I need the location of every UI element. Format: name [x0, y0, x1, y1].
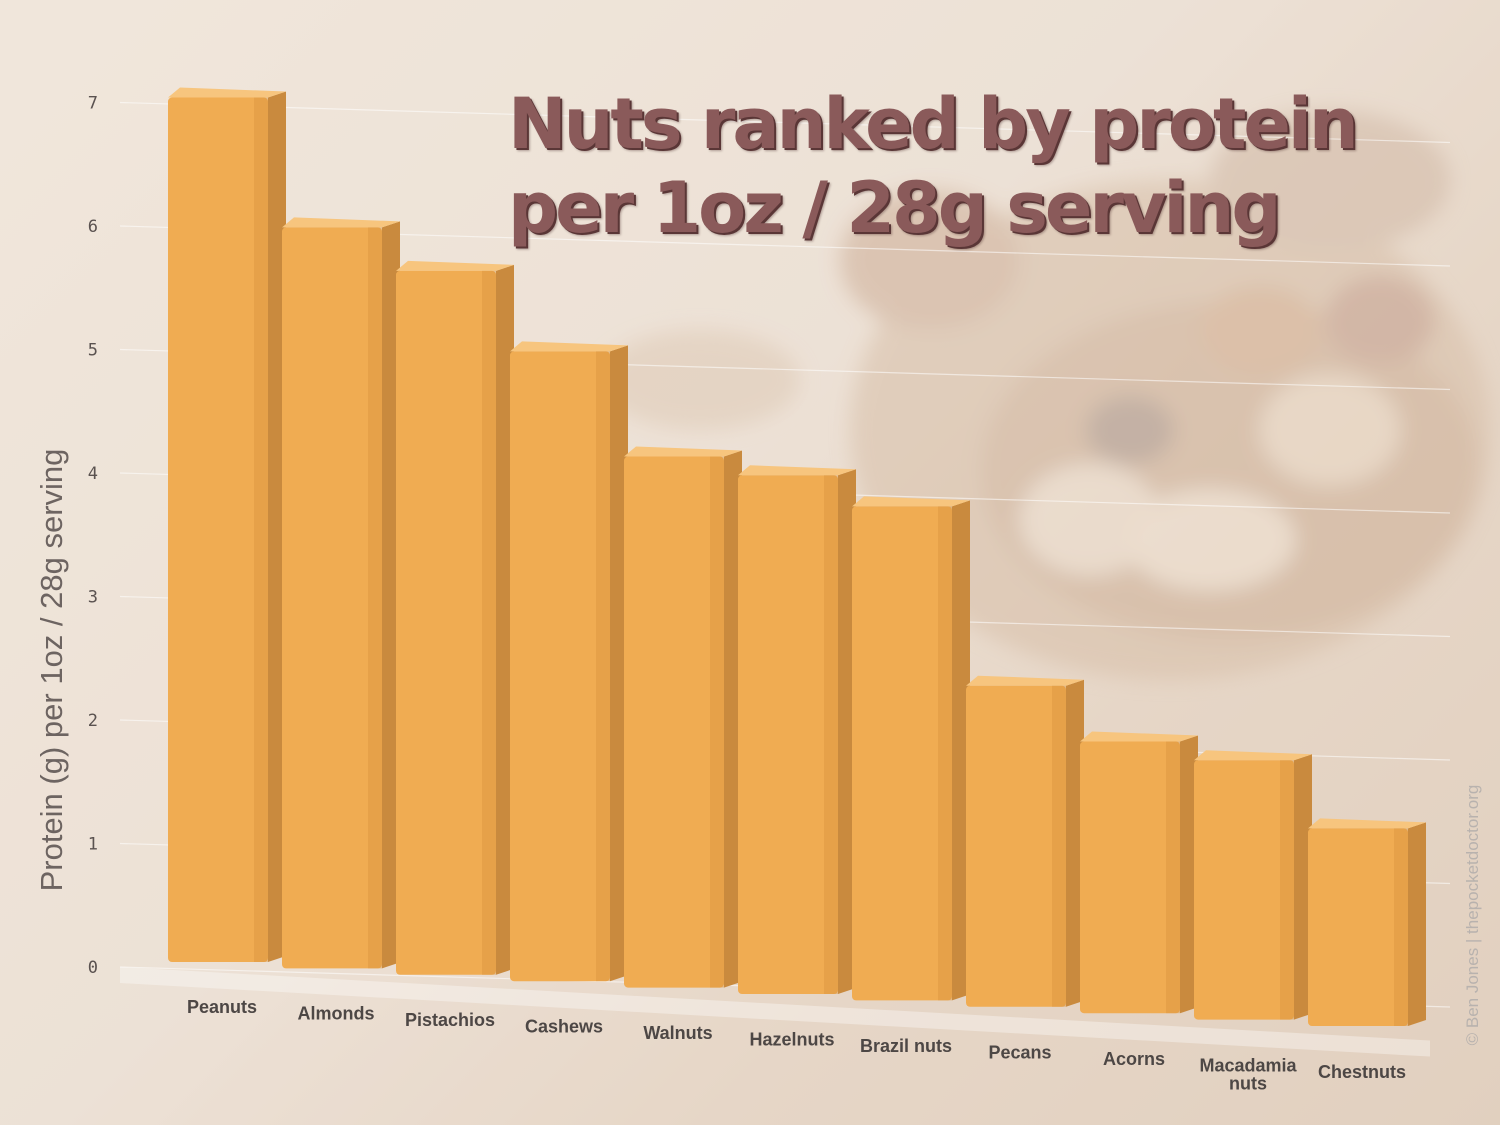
- category-label: Acorns: [1103, 1049, 1165, 1069]
- y-tick-label: 1: [88, 835, 98, 855]
- bar-top: [624, 446, 742, 457]
- category-label: Macadamia nuts: [1199, 1056, 1297, 1094]
- bar-front: [168, 97, 268, 962]
- bar-side: [1408, 822, 1426, 1026]
- bar: [966, 675, 1084, 1007]
- bar-side: [1066, 679, 1084, 1007]
- bar-edge: [1166, 741, 1180, 1014]
- bar-front: [852, 506, 952, 1001]
- bar-edge: [938, 506, 952, 1001]
- bar-front: [1080, 741, 1180, 1014]
- bar-front: [510, 351, 610, 982]
- bar: [168, 87, 286, 962]
- bar-edge: [254, 97, 268, 962]
- y-tick-label: 6: [88, 217, 98, 237]
- bar: [282, 217, 400, 969]
- bar: [1194, 750, 1312, 1020]
- bar-front: [1194, 760, 1294, 1020]
- bar-side: [838, 469, 856, 994]
- bar: [738, 465, 856, 994]
- y-tick-label: 3: [88, 588, 98, 608]
- bar-top: [1194, 750, 1312, 761]
- bar-side: [952, 500, 970, 1001]
- chart-title: Nuts ranked by protein per 1oz / 28g ser…: [508, 82, 1359, 250]
- category-label: Peanuts: [187, 997, 257, 1017]
- y-tick-label: 7: [88, 94, 98, 114]
- category-label: Pistachios: [405, 1010, 495, 1030]
- category-label: Brazil nuts: [860, 1036, 952, 1056]
- bar-front: [396, 270, 496, 975]
- bar: [396, 260, 514, 975]
- credit-text: © Ben Jones | thepocketdoctor.org: [1463, 784, 1482, 1046]
- y-tick-label: 0: [88, 958, 98, 978]
- bar-side: [268, 91, 286, 962]
- bar-edge: [824, 475, 838, 994]
- chart-floor: [120, 967, 1430, 1057]
- bar-side: [610, 345, 628, 982]
- bar: [510, 341, 628, 982]
- bar-top: [852, 496, 970, 507]
- floor-plane: [120, 967, 1430, 1057]
- category-label: Hazelnuts: [749, 1030, 834, 1050]
- bar-side: [1180, 735, 1198, 1014]
- bar: [1308, 818, 1426, 1026]
- bar-edge: [482, 270, 496, 975]
- bar-front: [966, 685, 1066, 1007]
- bar-top: [1308, 818, 1426, 829]
- y-tick-label: 2: [88, 711, 98, 731]
- bar: [852, 496, 970, 1001]
- bar-side: [724, 450, 742, 988]
- y-tick-label: 5: [88, 341, 98, 361]
- bar-edge: [1280, 760, 1294, 1020]
- category-label: Walnuts: [643, 1023, 712, 1043]
- bar-top: [1080, 731, 1198, 742]
- y-tick-label: 4: [88, 464, 98, 484]
- chart-title-line-2: per 1oz / 28g serving: [508, 167, 1281, 249]
- bar-top: [966, 675, 1084, 686]
- bar: [1080, 731, 1198, 1014]
- bar-side: [496, 264, 514, 975]
- bar-top: [510, 341, 628, 352]
- gridline: [119, 101, 1451, 144]
- bar-side: [1294, 754, 1312, 1020]
- bar-edge: [1052, 685, 1066, 1007]
- bar: [624, 446, 742, 988]
- bar-front: [624, 456, 724, 988]
- bar-side: [382, 221, 400, 969]
- category-label: Pecans: [988, 1043, 1051, 1063]
- bar-top: [738, 465, 856, 476]
- category-label: Almonds: [297, 1004, 374, 1024]
- chart-title-line-1: Nuts ranked by protein: [508, 83, 1359, 165]
- bar-front: [738, 475, 838, 994]
- bar-edge: [596, 351, 610, 982]
- bar-front: [1308, 828, 1408, 1026]
- category-label: Chestnuts: [1318, 1062, 1406, 1082]
- bar-top: [396, 260, 514, 271]
- category-label: Cashews: [525, 1017, 603, 1037]
- bars: [168, 87, 1426, 1026]
- bar-edge: [368, 227, 382, 969]
- bar-top: [282, 217, 400, 228]
- y-axis-label-text: Protein (g) per 1oz / 28g serving: [34, 448, 69, 892]
- bar-top: [168, 87, 286, 98]
- y-axis-ticks: 0 1 2 3 4 5 6 7: [88, 94, 98, 979]
- bar-front: [282, 227, 382, 969]
- bar-edge: [1394, 828, 1408, 1026]
- bar-edge: [710, 456, 724, 988]
- category-labels: Peanuts Almonds Pistachios Cashews Walnuts Ha…: [187, 997, 1406, 1094]
